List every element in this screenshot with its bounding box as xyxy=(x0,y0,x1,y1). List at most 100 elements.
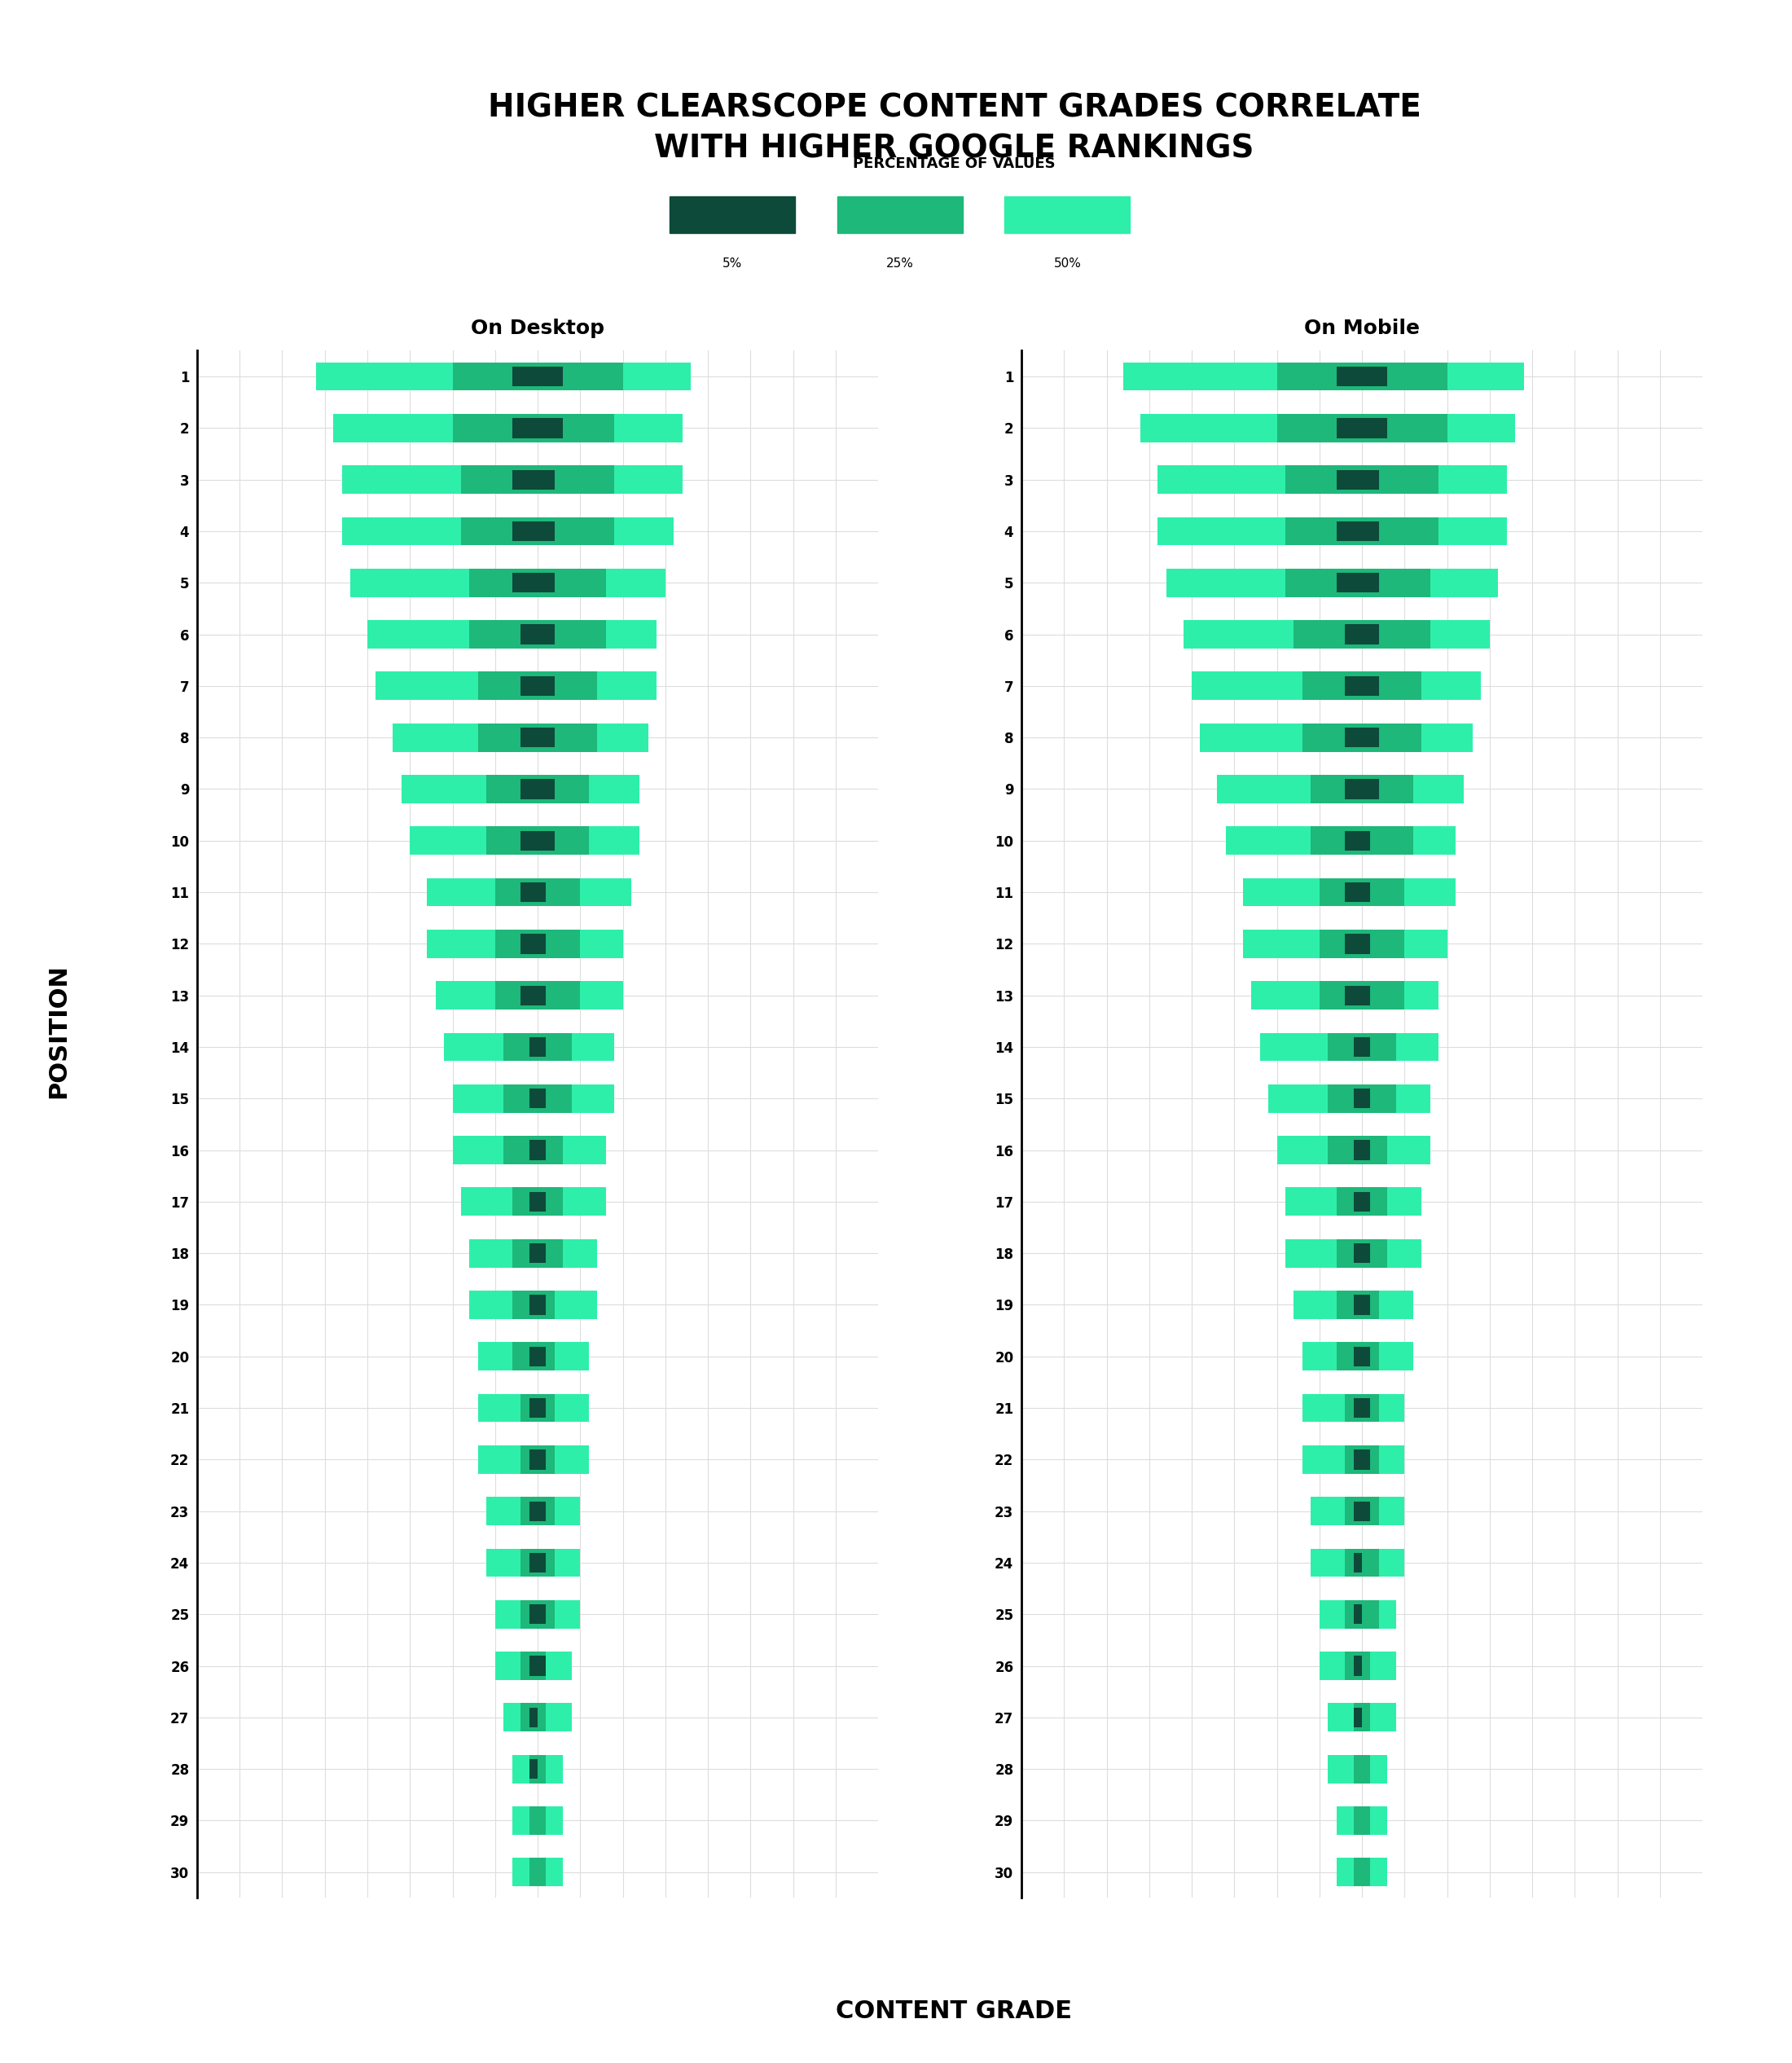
Bar xyxy=(495,982,581,1009)
Bar xyxy=(1353,1089,1371,1108)
Bar xyxy=(1269,1085,1430,1112)
Bar xyxy=(529,1859,547,1886)
Bar xyxy=(486,827,588,854)
Bar xyxy=(1158,466,1507,493)
Text: PERCENTAGE OF VALUES: PERCENTAGE OF VALUES xyxy=(853,157,1055,171)
Bar xyxy=(1285,1188,1421,1215)
Bar xyxy=(478,724,597,751)
Bar xyxy=(461,518,615,545)
Bar xyxy=(1353,1605,1362,1624)
Bar xyxy=(1344,677,1380,695)
Bar xyxy=(452,1137,606,1164)
Bar xyxy=(495,930,581,957)
Bar xyxy=(529,1192,547,1211)
Text: 50%: 50% xyxy=(1054,258,1081,270)
Bar xyxy=(1310,827,1412,854)
Text: 25%: 25% xyxy=(885,258,914,270)
Bar xyxy=(1158,518,1507,545)
Bar xyxy=(495,1601,581,1628)
Bar xyxy=(1124,363,1523,390)
Bar xyxy=(521,935,547,953)
Bar xyxy=(1328,1085,1396,1112)
Bar xyxy=(1319,1652,1396,1679)
Bar xyxy=(376,673,656,699)
Bar xyxy=(1276,1137,1430,1164)
Text: 5%: 5% xyxy=(722,258,742,270)
Bar xyxy=(529,1708,538,1727)
Bar xyxy=(426,879,631,906)
Bar xyxy=(521,1498,556,1525)
Bar xyxy=(486,1549,581,1576)
Text: CONTENT GRADE: CONTENT GRADE xyxy=(837,1999,1072,2024)
Bar xyxy=(1353,1244,1371,1263)
Bar xyxy=(1337,419,1387,437)
Bar xyxy=(521,1704,547,1731)
Bar xyxy=(1353,1347,1371,1366)
Bar xyxy=(521,780,556,798)
Bar xyxy=(1344,1498,1380,1525)
Bar xyxy=(513,470,556,489)
Bar xyxy=(529,1296,547,1314)
Bar xyxy=(401,776,640,803)
Bar xyxy=(452,1085,615,1112)
Bar xyxy=(513,1756,563,1782)
Bar xyxy=(513,522,556,541)
Bar xyxy=(529,1605,547,1624)
Bar xyxy=(529,1347,547,1366)
Bar xyxy=(1344,935,1371,953)
Bar xyxy=(1167,569,1498,596)
Bar xyxy=(470,621,606,648)
Bar xyxy=(1319,930,1405,957)
Bar xyxy=(529,1502,547,1520)
Bar xyxy=(1344,1395,1380,1421)
Bar xyxy=(452,415,615,441)
Bar xyxy=(1337,574,1380,592)
Bar xyxy=(1337,1807,1387,1834)
Bar xyxy=(1328,1756,1387,1782)
Bar xyxy=(1303,1395,1405,1421)
Bar xyxy=(1344,831,1371,850)
Bar xyxy=(342,466,683,493)
Bar xyxy=(521,1601,556,1628)
Bar xyxy=(478,673,597,699)
Bar xyxy=(1337,470,1380,489)
Bar xyxy=(1353,1296,1371,1314)
Bar xyxy=(1353,1704,1371,1731)
Bar xyxy=(521,1446,556,1473)
Bar xyxy=(1353,1859,1371,1886)
Bar xyxy=(444,1034,615,1060)
Bar xyxy=(513,367,563,386)
Bar xyxy=(1140,415,1514,441)
Bar xyxy=(1276,415,1448,441)
Bar xyxy=(1337,1343,1380,1370)
Bar xyxy=(1251,982,1439,1009)
Bar xyxy=(1353,1807,1371,1834)
Bar xyxy=(410,827,640,854)
Bar xyxy=(1244,879,1455,906)
Bar xyxy=(426,930,624,957)
Bar xyxy=(521,986,547,1005)
Bar xyxy=(1260,1034,1439,1060)
Bar xyxy=(529,1756,547,1782)
Bar xyxy=(513,1291,556,1318)
Bar xyxy=(1328,1034,1396,1060)
Bar xyxy=(470,1291,597,1318)
Bar xyxy=(513,1240,563,1267)
Bar xyxy=(513,1859,563,1886)
Bar xyxy=(837,196,962,233)
Title: On Mobile: On Mobile xyxy=(1305,318,1419,338)
Bar xyxy=(1285,569,1430,596)
Bar xyxy=(1294,621,1430,648)
Bar xyxy=(529,1089,547,1108)
Bar xyxy=(461,466,615,493)
Bar xyxy=(1328,1704,1396,1731)
Bar xyxy=(1217,776,1464,803)
Bar xyxy=(521,625,556,644)
Bar xyxy=(1303,1446,1405,1473)
Bar xyxy=(470,1240,597,1267)
Text: POSITION: POSITION xyxy=(47,963,70,1100)
Bar xyxy=(1353,1553,1362,1572)
Bar xyxy=(478,1395,588,1421)
Bar xyxy=(486,1498,581,1525)
Bar xyxy=(495,879,581,906)
